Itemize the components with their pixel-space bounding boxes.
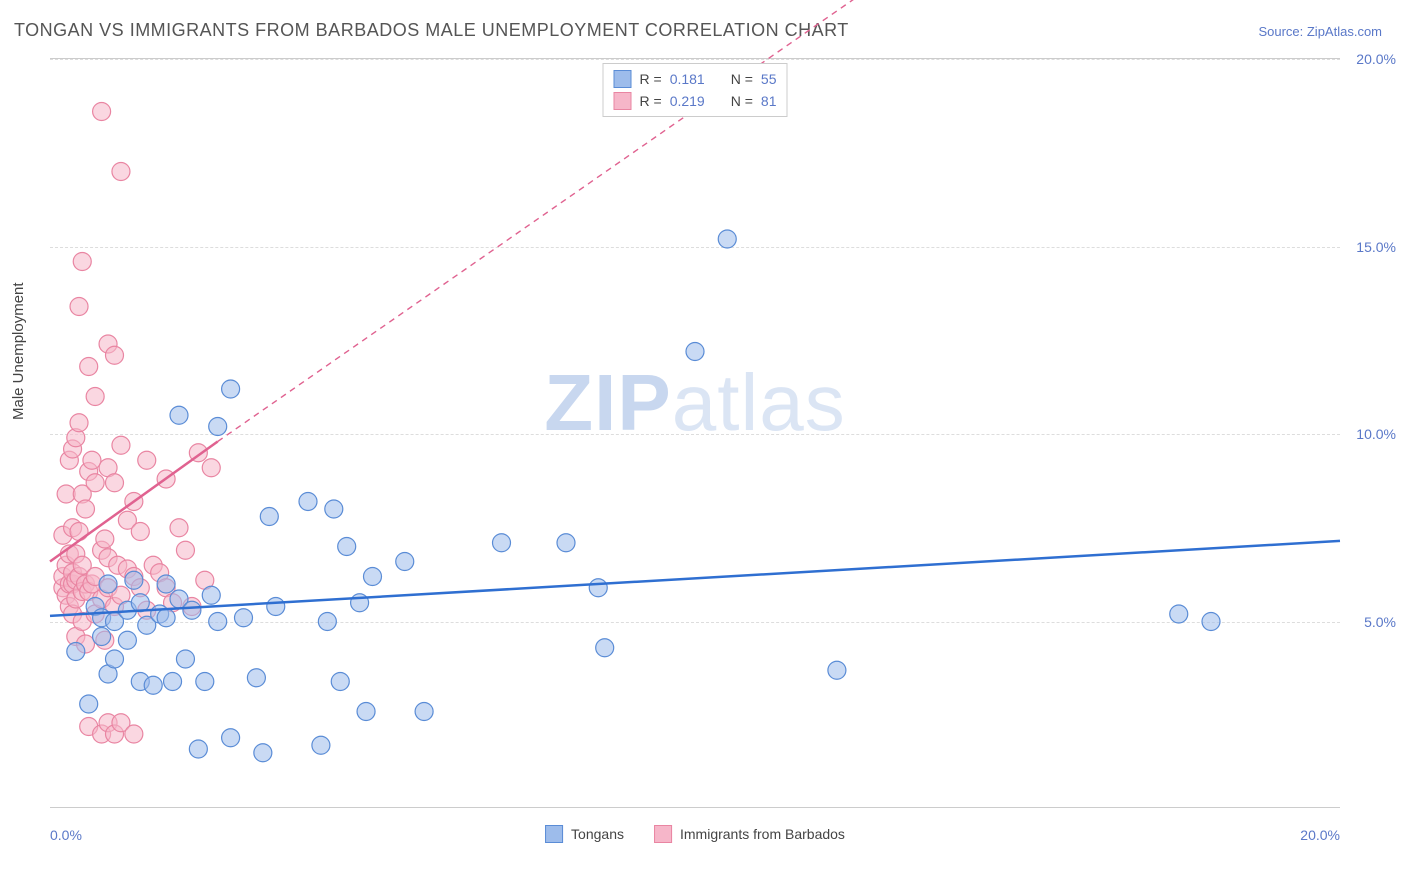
y-axis-label: Male Unemployment bbox=[10, 282, 27, 420]
n-label: N = bbox=[731, 71, 753, 87]
r-value-barbados: 0.219 bbox=[670, 93, 705, 109]
source-label: Source: ZipAtlas.com bbox=[1258, 24, 1382, 39]
legend-item-barbados: Immigrants from Barbados bbox=[654, 825, 845, 843]
x-tick-right: 20.0% bbox=[1300, 827, 1340, 843]
legend-label-tongans: Tongans bbox=[571, 826, 624, 842]
plot-area: ZIPatlas 5.0%10.0%15.0%20.0% R = 0.181 N… bbox=[50, 58, 1340, 808]
swatch-tongans bbox=[545, 825, 563, 843]
scatter-svg bbox=[50, 59, 1340, 807]
legend-item-tongans: Tongans bbox=[545, 825, 624, 843]
r-label: R = bbox=[640, 93, 662, 109]
r-label: R = bbox=[640, 71, 662, 87]
stats-legend: R = 0.181 N = 55 R = 0.219 N = 81 bbox=[603, 63, 788, 117]
chart-container: TONGAN VS IMMIGRANTS FROM BARBADOS MALE … bbox=[0, 0, 1406, 892]
series-legend: Tongans Immigrants from Barbados bbox=[545, 825, 845, 843]
legend-label-barbados: Immigrants from Barbados bbox=[680, 826, 845, 842]
chart-title: TONGAN VS IMMIGRANTS FROM BARBADOS MALE … bbox=[14, 20, 849, 41]
swatch-barbados bbox=[654, 825, 672, 843]
swatch-tongans bbox=[614, 70, 632, 88]
stats-row-barbados: R = 0.219 N = 81 bbox=[614, 90, 777, 112]
n-value-barbados: 81 bbox=[761, 93, 777, 109]
swatch-barbados bbox=[614, 92, 632, 110]
r-value-tongans: 0.181 bbox=[670, 71, 705, 87]
n-value-tongans: 55 bbox=[761, 71, 777, 87]
stats-row-tongans: R = 0.181 N = 55 bbox=[614, 68, 777, 90]
x-tick-left: 0.0% bbox=[50, 827, 82, 843]
n-label: N = bbox=[731, 93, 753, 109]
